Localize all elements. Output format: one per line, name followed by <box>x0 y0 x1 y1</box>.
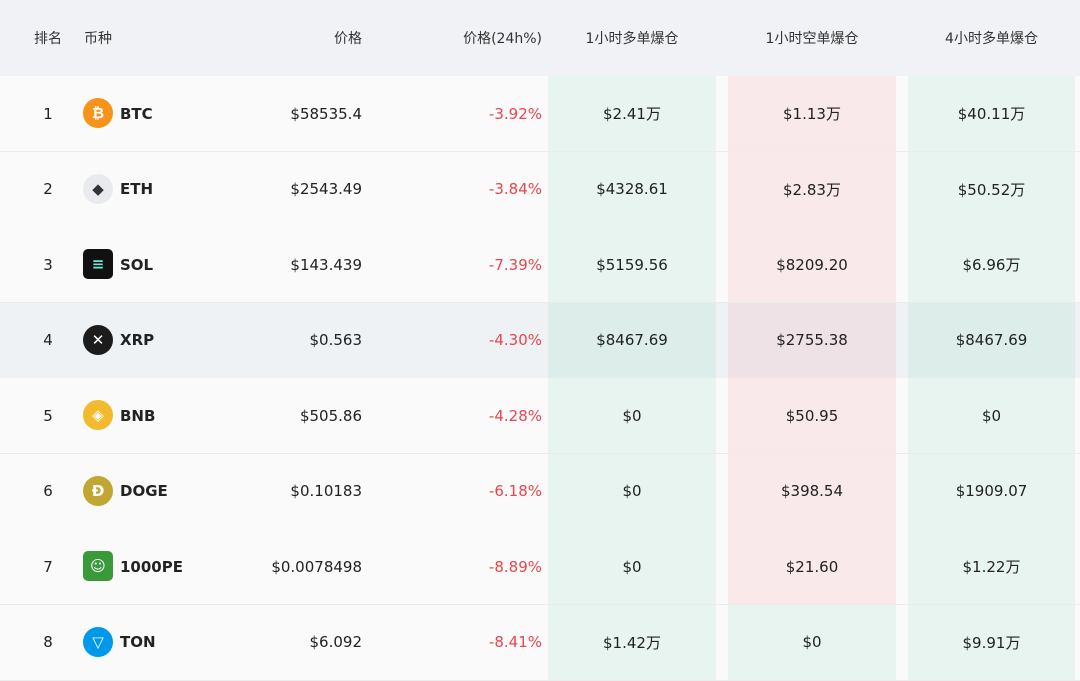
short-liq-1h: $0 <box>728 604 896 680</box>
header-long-liq-1h: 1小时多单爆仓 <box>585 31 679 47</box>
coin: BTC <box>120 104 153 123</box>
long-liq-1h: $2.41万 <box>548 76 716 151</box>
short-liq-1h: $8209.20 <box>728 227 896 302</box>
short-liq-1h: $2.83万 <box>728 151 896 227</box>
price: $0.10183 <box>290 482 362 500</box>
table-row: 2 ETH $2543.49 -3.84% $4328.61 $2.83万 $50.52万 ◆ <box>0 151 1080 228</box>
price: $2543.49 <box>290 180 362 198</box>
price: $0.563 <box>309 331 363 349</box>
price: $0.0078498 <box>271 557 362 576</box>
coin: BNB <box>120 406 156 425</box>
table-row: 7 1000PEPE $0.0078498 -8.89% $0$21.60$1.22万 ☺ <box>0 529 1080 605</box>
change-24h: -3.92% <box>488 104 542 123</box>
coin: 1000PEPE <box>120 557 184 576</box>
long-liq-1h: $8467.69 <box>548 302 716 378</box>
change-24h: -4.30% <box>488 331 542 349</box>
long-liq-4h: $50.52万 <box>908 151 1075 227</box>
table-row: 3 SOL $143.439 -7.39% $5159.56 $8209.20 $6.96万… <box>0 227 1080 303</box>
coin-icon: ✕ <box>83 324 113 355</box>
change-24h: -7.39% <box>488 255 542 274</box>
long-liq-4h: $8467.69 <box>908 302 1075 378</box>
change-24h: -8.89% <box>488 557 542 576</box>
rank: 4 <box>43 331 53 349</box>
short-liq-1h: $50.95 <box>728 378 896 453</box>
header-long-liq-4h: 4小时多单爆仓 <box>945 31 1038 47</box>
long-liq-1h: $4328.61 <box>548 151 716 227</box>
coin-icon: Ð <box>83 475 113 506</box>
header-price: 价格 <box>334 31 362 47</box>
coin: XRP <box>120 331 155 349</box>
coin: DOGE <box>120 482 168 500</box>
coin-icon: ≡ <box>83 249 113 279</box>
header-change-24h: 价格(24h%) <box>463 31 542 47</box>
rank: 2 <box>43 180 53 198</box>
change-24h: -6.18% <box>488 482 542 500</box>
long-liq-1h: $0 <box>548 378 716 453</box>
coin: SOL <box>120 255 154 274</box>
long-liq-1h: $5159.56 <box>548 227 716 302</box>
price: $143.439 <box>290 255 362 274</box>
change-24h: -4.28% <box>488 406 542 425</box>
rank: 8 <box>43 633 53 651</box>
long-liq-4h: $9.91万 <box>908 604 1075 680</box>
coin-icon: ◆ <box>83 173 113 204</box>
long-liq-4h: $6.96万 <box>908 227 1075 302</box>
table-header: 排名 币种 价格 价格(24h%) 1小时多单爆仓 1小时空单爆仓 4小时多单爆仓 <box>0 0 1080 76</box>
table-row: 1 BTC $58535.4 -3.92% $2.41万 $1.13万 $40.11万 ₿ <box>0 76 1080 152</box>
coin-icon: ◈ <box>83 400 113 430</box>
table-row: 8 TON $6.092 -8.41% $1.42万 $0 $9.91万 ▽ <box>0 604 1080 681</box>
short-liq-1h: $1.13万 <box>728 76 896 151</box>
short-liq-1h: $21.60 <box>728 529 896 604</box>
price: $58535.4 <box>290 104 362 123</box>
long-liq-4h: $0 <box>908 378 1075 453</box>
long-liq-1h: $1.42万 <box>548 604 716 680</box>
rank: 1 <box>43 104 53 123</box>
header-coin: 币种 <box>84 31 112 47</box>
long-liq-1h: $0 <box>548 529 716 604</box>
change-24h: -3.84% <box>488 180 542 198</box>
table-row: 6 DOGE $0.10183 -6.18% $0 $398.54 $1909.07 Ð <box>0 453 1080 530</box>
coin: TON <box>120 633 156 651</box>
coin-icon: ▽ <box>83 626 113 657</box>
price: $505.86 <box>299 406 362 425</box>
coin: ETH <box>120 180 154 198</box>
table-row: 4 XRP $0.563 -4.30% $8467.69 $2755.38 $8467.69… <box>0 302 1080 379</box>
rank: 3 <box>43 255 53 274</box>
short-liq-1h: $2755.38 <box>728 302 896 378</box>
coin-icon: ☺ <box>83 551 113 581</box>
price: $6.092 <box>309 633 363 651</box>
table-row: 5 BNB $505.86 -4.28% $0 $50.95 $0 ◈ <box>0 378 1080 454</box>
coin-icon: ₿ <box>83 98 113 128</box>
rank: 6 <box>43 482 53 500</box>
long-liq-4h: $1.22万 <box>908 529 1075 604</box>
long-liq-4h: $40.11万 <box>908 76 1075 151</box>
rank: 7 <box>43 557 53 576</box>
header-short-liq-1h: 1小时空单爆仓 <box>765 31 859 47</box>
rank: 5 <box>43 406 53 425</box>
long-liq-4h: $1909.07 <box>908 453 1075 529</box>
short-liq-1h: $398.54 <box>728 453 896 529</box>
change-24h: -8.41% <box>488 633 542 651</box>
long-liq-1h: $0 <box>548 453 716 529</box>
header-rank: 排名 <box>34 31 62 47</box>
